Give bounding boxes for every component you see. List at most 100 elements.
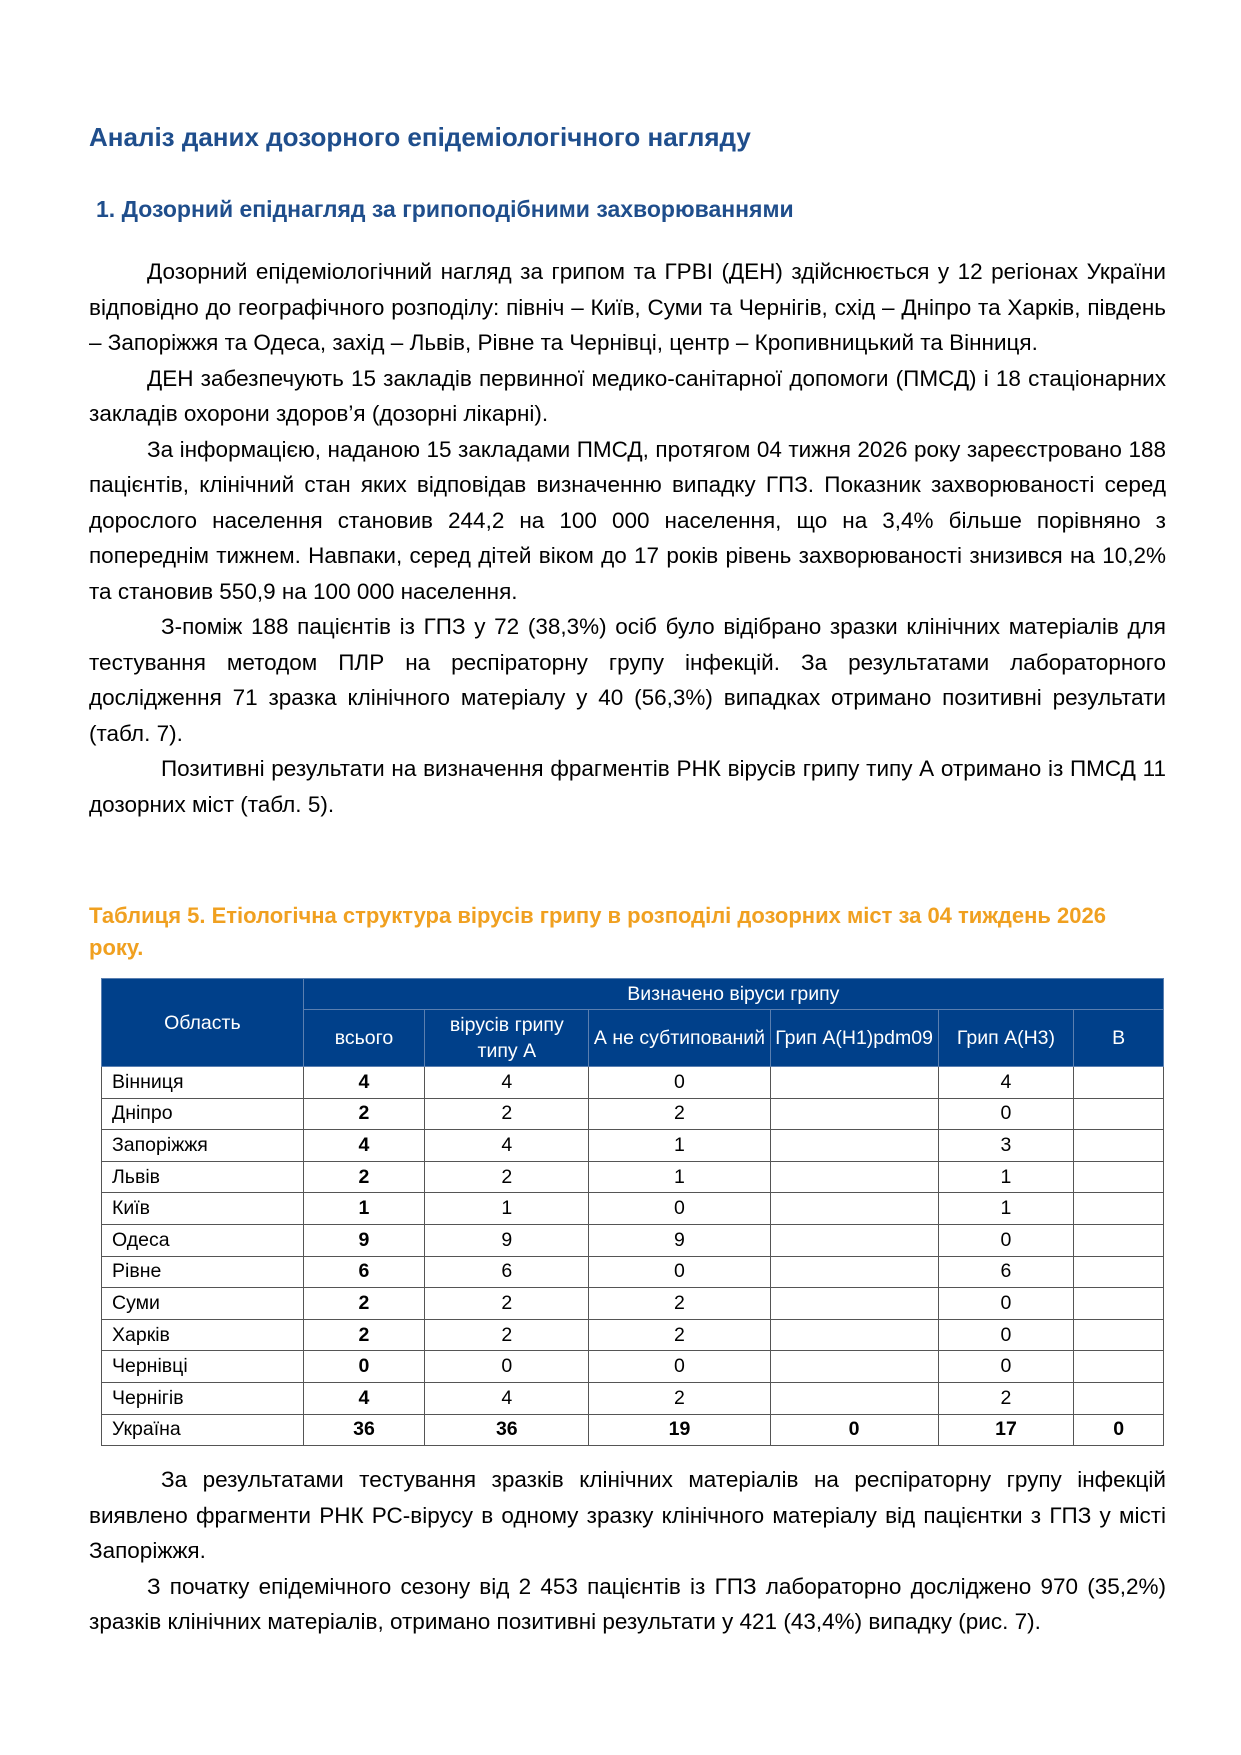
value-cell: 36 xyxy=(424,1413,590,1447)
value-cell: 0 xyxy=(588,1350,771,1383)
value-cell: 0 xyxy=(588,1255,771,1289)
value-cell: 1 xyxy=(937,1192,1075,1225)
table-row: Вінниця 4 4 0 4 xyxy=(101,1066,1164,1099)
table-row: Харків 2 2 2 0 xyxy=(101,1318,1164,1352)
value-cell: 0 xyxy=(1073,1413,1164,1447)
table-row: Київ 1 1 0 1 xyxy=(101,1192,1164,1225)
value-cell xyxy=(1073,1381,1164,1415)
table-row: Чернігів 4 4 2 2 xyxy=(101,1381,1164,1415)
header-group: Визначено віруси грипу xyxy=(302,978,1165,1010)
value-cell: 4 xyxy=(424,1066,590,1099)
column-header: Грип A(H1)pdm09 xyxy=(769,1009,939,1067)
value-cell: 3 xyxy=(937,1129,1075,1162)
value-cell: 0 xyxy=(769,1413,939,1447)
body-text-bottom: За результатами тестування зразків кліні… xyxy=(89,1462,1166,1640)
value-cell: 17 xyxy=(937,1413,1075,1447)
value-cell xyxy=(1073,1287,1164,1320)
value-cell xyxy=(1073,1192,1164,1225)
table-row: Львів 2 2 1 1 xyxy=(101,1160,1164,1194)
paragraph: ДЕН забезпечують 15 закладів первинної м… xyxy=(89,365,1166,427)
table-row: Рівне 6 6 0 6 xyxy=(101,1255,1164,1289)
value-cell xyxy=(1073,1223,1164,1257)
column-header: А не субтипований xyxy=(588,1009,771,1067)
value-cell: 1 xyxy=(588,1129,771,1162)
table-row: Суми 2 2 2 0 xyxy=(101,1287,1164,1320)
value-cell: 4 xyxy=(937,1066,1075,1099)
value-cell: 1 xyxy=(588,1160,771,1194)
value-cell: 2 xyxy=(302,1287,426,1320)
region-cell: Суми xyxy=(101,1287,304,1320)
region-cell: Дніпро xyxy=(101,1097,304,1131)
value-cell: 36 xyxy=(302,1413,426,1447)
value-cell: 1 xyxy=(424,1192,590,1225)
value-cell: 6 xyxy=(302,1255,426,1289)
region-cell: Львів xyxy=(101,1160,304,1194)
value-cell: 1 xyxy=(302,1192,426,1225)
region-cell: Рівне xyxy=(101,1255,304,1289)
value-cell: 4 xyxy=(302,1066,426,1099)
paragraph: За результатами тестування зразків кліні… xyxy=(89,1467,1166,1563)
value-cell: 2 xyxy=(424,1097,590,1131)
value-cell: 2 xyxy=(302,1318,426,1352)
value-cell xyxy=(769,1223,939,1257)
value-cell: 0 xyxy=(937,1350,1075,1383)
table-row: Україна 36 36 19 0 17 0 xyxy=(101,1413,1164,1447)
value-cell: 2 xyxy=(424,1160,590,1194)
value-cell: 1 xyxy=(937,1160,1075,1194)
value-cell xyxy=(769,1097,939,1131)
value-cell xyxy=(769,1066,939,1099)
value-cell xyxy=(769,1160,939,1194)
region-cell: Запоріжжя xyxy=(101,1129,304,1162)
header-region: Область xyxy=(101,978,304,1067)
value-cell: 2 xyxy=(424,1318,590,1352)
column-header: вірусів грипу типу А xyxy=(424,1009,590,1067)
page-title: Аналіз даних дозорного епідеміологічного… xyxy=(89,122,751,152)
value-cell: 4 xyxy=(302,1129,426,1162)
region-cell: Чернівці xyxy=(101,1350,304,1383)
paragraph: З початку епідемічного сезону від 2 453 … xyxy=(89,1573,1166,1635)
value-cell xyxy=(769,1318,939,1352)
value-cell xyxy=(769,1350,939,1383)
region-cell: Київ xyxy=(101,1192,304,1225)
value-cell: 6 xyxy=(937,1255,1075,1289)
value-cell: 9 xyxy=(424,1223,590,1257)
region-cell: Україна xyxy=(101,1413,304,1447)
value-cell: 0 xyxy=(937,1097,1075,1131)
value-cell xyxy=(1073,1255,1164,1289)
value-cell xyxy=(1073,1318,1164,1352)
value-cell xyxy=(1073,1097,1164,1131)
value-cell xyxy=(1073,1129,1164,1162)
value-cell xyxy=(769,1287,939,1320)
value-cell: 0 xyxy=(588,1192,771,1225)
table-caption: Таблиця 5. Етіологічна структура вірусів… xyxy=(89,903,1106,960)
value-cell xyxy=(769,1381,939,1415)
value-cell: 2 xyxy=(424,1287,590,1320)
value-cell: 0 xyxy=(937,1287,1075,1320)
region-cell: Чернігів xyxy=(101,1381,304,1415)
value-cell: 2 xyxy=(588,1097,771,1131)
value-cell xyxy=(769,1192,939,1225)
value-cell: 0 xyxy=(588,1066,771,1099)
value-cell: 6 xyxy=(424,1255,590,1289)
value-cell: 19 xyxy=(588,1413,771,1447)
paragraph: Позитивні результати на визначення фрагм… xyxy=(89,756,1166,817)
column-header: всього xyxy=(302,1009,426,1067)
value-cell: 2 xyxy=(588,1318,771,1352)
value-cell: 0 xyxy=(937,1318,1075,1352)
value-cell: 2 xyxy=(302,1160,426,1194)
paragraph: Дозорний епідеміологічний нагляд за грип… xyxy=(89,259,1166,355)
value-cell: 2 xyxy=(588,1287,771,1320)
value-cell: 4 xyxy=(302,1381,426,1415)
value-cell: 0 xyxy=(302,1350,426,1383)
table-row: Одеса 9 9 9 0 xyxy=(101,1223,1164,1257)
value-cell: 4 xyxy=(424,1381,590,1415)
value-cell: 0 xyxy=(424,1350,590,1383)
value-cell xyxy=(1073,1350,1164,1383)
region-cell: Вінниця xyxy=(101,1066,304,1099)
value-cell: 9 xyxy=(302,1223,426,1257)
value-cell: 9 xyxy=(588,1223,771,1257)
value-cell xyxy=(1073,1066,1164,1099)
value-cell xyxy=(1073,1160,1164,1194)
column-header: Грип A(H3) xyxy=(937,1009,1075,1067)
value-cell: 2 xyxy=(937,1381,1075,1415)
